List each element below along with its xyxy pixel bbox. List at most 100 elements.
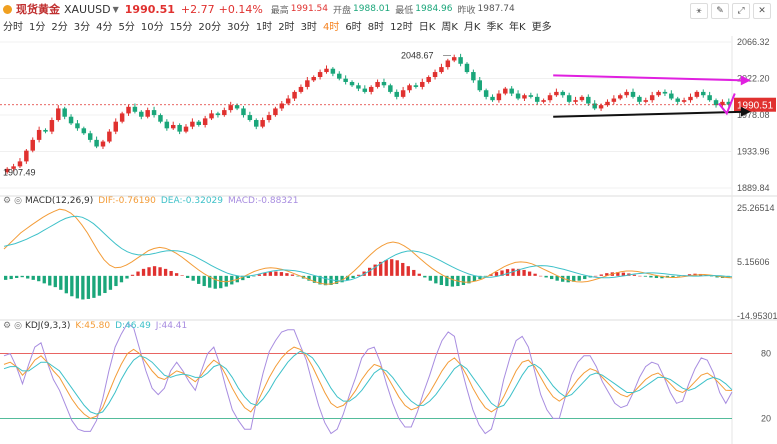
macd-bar — [9, 275, 13, 280]
tab-3[interactable]: 3分 — [73, 22, 91, 33]
macd-axis-tick-1: 5.15606 — [737, 257, 770, 267]
candle — [68, 116, 74, 124]
k-value: 45.80 — [84, 321, 111, 331]
tab-17[interactable]: 日K — [418, 22, 436, 33]
macd-bar — [163, 268, 168, 276]
tab-6[interactable]: 10分 — [140, 22, 164, 33]
candle — [145, 110, 150, 117]
kdj-axis-tick-0: 80 — [761, 349, 771, 359]
current-price-badge — [734, 97, 776, 112]
macd-bar — [340, 275, 344, 283]
candle — [534, 96, 540, 102]
candle — [343, 78, 348, 82]
candle — [400, 90, 406, 97]
chevron-down-icon[interactable]: ▼ — [112, 4, 119, 14]
macd-bar — [180, 275, 184, 276]
settings-icon[interactable]: ⚙ — [3, 321, 12, 331]
tab-21[interactable]: 年K — [509, 22, 526, 33]
macd-bar — [522, 269, 526, 276]
dea-line — [3, 215, 733, 282]
macd-bar — [125, 275, 129, 279]
tab-22[interactable]: 更多 — [531, 22, 552, 33]
close-icon[interactable]: ✕ — [753, 3, 771, 19]
candle — [713, 100, 719, 106]
candle — [87, 133, 93, 140]
tab-7[interactable]: 15分 — [169, 22, 193, 33]
macd-bar — [208, 275, 212, 288]
dif-label: DIF: — [98, 196, 116, 206]
macd-bar — [649, 275, 653, 278]
tab-20[interactable]: 季K — [486, 22, 504, 33]
candle — [81, 128, 87, 134]
tab-2[interactable]: 2分 — [51, 22, 68, 33]
tab-14[interactable]: 6时 — [345, 22, 362, 33]
tab-12[interactable]: 3时 — [300, 22, 317, 33]
candle — [4, 168, 10, 173]
macd-bar — [246, 275, 250, 278]
expand-icon[interactable]: ⤢ — [732, 3, 750, 19]
candle — [170, 124, 176, 129]
pencil-icon[interactable]: ✎ — [711, 3, 729, 19]
tab-0[interactable]: 分时 — [3, 22, 23, 33]
macd-bar — [174, 273, 179, 276]
candle — [107, 131, 112, 142]
candle — [483, 90, 489, 97]
tab-11[interactable]: 2时 — [278, 22, 295, 33]
macd-bar — [26, 275, 30, 279]
macd-bar — [64, 275, 68, 294]
candle — [36, 129, 42, 140]
macd-bar — [48, 275, 52, 286]
dea-value: -0.32029 — [182, 196, 223, 206]
macd-bar — [561, 275, 565, 282]
candle — [266, 115, 272, 121]
macd-bar — [323, 275, 328, 286]
tab-13[interactable]: 4时 — [322, 22, 340, 33]
macd-bar — [75, 275, 80, 299]
tab-9[interactable]: 30分 — [227, 22, 250, 33]
macd-bar — [594, 275, 598, 277]
draw-icon[interactable]: ⚹ — [690, 3, 708, 19]
tab-16[interactable]: 12时 — [390, 22, 413, 33]
high-value: 1991.54 — [290, 4, 329, 14]
macd-label: MACD: — [228, 196, 259, 206]
candle — [24, 150, 29, 162]
tab-18[interactable]: 周K — [441, 22, 458, 33]
high-annotation: 2048.67 — [401, 51, 434, 61]
macd-bar — [544, 275, 548, 278]
candle — [726, 101, 732, 105]
open-label: 开盘 — [333, 5, 352, 16]
k-label: K: — [75, 321, 85, 331]
instrument-symbol[interactable]: XAUUSD — [64, 2, 111, 16]
candle — [337, 73, 342, 79]
dif-value: -0.76190 — [115, 196, 156, 206]
tab-10[interactable]: 1时 — [255, 22, 273, 33]
gear-icon[interactable]: ◎ — [14, 196, 22, 206]
instrument-name: 现货黄金 — [16, 3, 60, 16]
tab-15[interactable]: 8时 — [367, 22, 385, 33]
tab-4[interactable]: 4分 — [96, 22, 113, 33]
candle — [164, 121, 170, 129]
macd-bar — [42, 275, 46, 284]
settings-icon[interactable]: ⚙ — [3, 196, 12, 206]
upper-trendline — [553, 74, 745, 82]
macd-bar — [147, 267, 151, 276]
candle — [662, 91, 668, 94]
candle — [234, 105, 240, 109]
macd-bar — [263, 272, 267, 276]
macd-bar — [351, 275, 355, 278]
tab-19[interactable]: 月K — [463, 22, 481, 33]
tab-5[interactable]: 5分 — [118, 22, 135, 33]
tab-8[interactable]: 20分 — [198, 22, 222, 33]
high-label: 最高 — [270, 5, 289, 16]
projection-path — [717, 93, 736, 116]
gear-icon[interactable]: ◎ — [14, 321, 22, 331]
d-value: 46.49 — [125, 321, 151, 331]
macd-bar — [329, 275, 333, 285]
macd-bar — [307, 275, 311, 281]
macd-bar — [550, 275, 554, 280]
candle — [209, 113, 214, 119]
macd-bar — [417, 273, 421, 276]
macd-bar — [368, 267, 372, 276]
tab-1[interactable]: 1分 — [29, 22, 46, 33]
